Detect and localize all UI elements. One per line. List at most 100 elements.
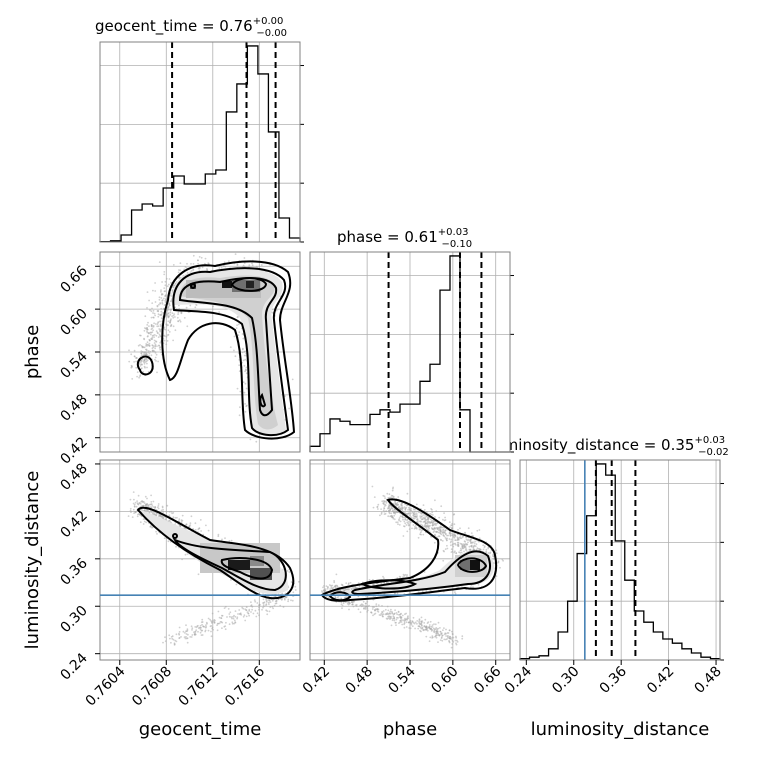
sample-point [146, 291, 149, 293]
sample-point [189, 522, 192, 525]
sample-point [463, 545, 466, 548]
sample-point [238, 364, 241, 367]
sample-point [248, 264, 251, 266]
sample-point [236, 324, 239, 326]
panel-hist-phase [309, 251, 514, 453]
sample-point [185, 524, 188, 526]
sample-point [207, 529, 210, 532]
sample-point [495, 552, 498, 555]
sample-point [166, 313, 168, 316]
sample-point [384, 504, 387, 507]
sample-point [178, 632, 180, 635]
sample-point [395, 510, 398, 512]
sample-point [254, 609, 257, 612]
sample-point [185, 637, 188, 640]
sample-point [143, 329, 146, 332]
sample-point [440, 505, 443, 508]
sample-point [167, 540, 170, 543]
sample-point [418, 520, 421, 523]
sample-point [383, 507, 386, 510]
sample-point [218, 267, 221, 269]
sample-point [142, 518, 145, 520]
sample-point [192, 263, 195, 265]
sample-point [129, 509, 132, 512]
sample-point [258, 608, 260, 611]
sample-point [468, 545, 471, 548]
sample-point [154, 345, 157, 348]
sample-point [451, 543, 454, 546]
sample-point [390, 505, 393, 508]
sample-point [470, 586, 472, 588]
sample-point [230, 539, 233, 542]
sample-point [238, 331, 241, 333]
sample-point [145, 505, 147, 507]
sample-point [301, 573, 303, 575]
sample-point [390, 512, 393, 515]
sample-point [165, 343, 168, 346]
hist-step-line [99, 45, 301, 243]
sample-point [137, 494, 140, 497]
sample-point [371, 485, 374, 488]
sample-point [148, 332, 150, 334]
sample-point [469, 548, 472, 551]
sample-point [166, 504, 169, 507]
sample-point [170, 281, 172, 284]
sample-point [244, 382, 247, 385]
sample-point [150, 354, 153, 357]
sample-point [480, 548, 482, 551]
sample-point [292, 591, 295, 594]
sample-point [402, 535, 405, 537]
sample-point [176, 516, 178, 519]
sample-point [393, 518, 396, 521]
sample-point [408, 528, 411, 530]
contour-level-68 [178, 277, 278, 417]
sample-point [148, 342, 151, 345]
sample-point [435, 510, 438, 512]
sample-point [448, 538, 451, 540]
sample-point [184, 266, 187, 268]
sample-point [391, 508, 394, 510]
sample-point [154, 290, 157, 292]
sample-point [345, 582, 348, 584]
sample-point [132, 508, 135, 511]
sample-point [267, 601, 270, 604]
sample-point [171, 289, 174, 292]
sample-point [457, 538, 459, 541]
sample-point [450, 538, 453, 541]
sample-point [454, 592, 457, 595]
sample-point [233, 349, 235, 352]
sample-point [151, 505, 154, 507]
sample-point [234, 610, 237, 612]
sample-point [152, 316, 155, 319]
sample-point [404, 518, 407, 521]
sample-point [201, 623, 204, 626]
sample-point [140, 352, 143, 355]
sample-point [380, 582, 383, 585]
sample-point [170, 295, 173, 297]
sample-point [168, 519, 171, 522]
sample-point [251, 608, 254, 611]
sample-point [223, 261, 226, 264]
sample-point [205, 524, 207, 527]
sample-point [159, 329, 162, 332]
sample-point [409, 512, 412, 515]
sample-point [442, 549, 445, 552]
sample-point [157, 325, 160, 328]
sample-point [197, 262, 200, 265]
sample-point [470, 542, 472, 544]
density-fill [171, 269, 286, 436]
sample-point [142, 370, 145, 373]
sample-point [150, 503, 153, 506]
sample-point [420, 523, 422, 526]
sample-point [161, 299, 164, 302]
sample-point [406, 530, 409, 533]
sample-point [434, 520, 436, 523]
sample-point [237, 323, 240, 326]
sample-point [130, 511, 132, 513]
sample-point [137, 503, 139, 505]
sample-point [381, 500, 384, 503]
sample-point [441, 540, 444, 542]
sample-point [404, 522, 407, 525]
sample-point [155, 330, 158, 333]
sample-point [396, 521, 399, 524]
